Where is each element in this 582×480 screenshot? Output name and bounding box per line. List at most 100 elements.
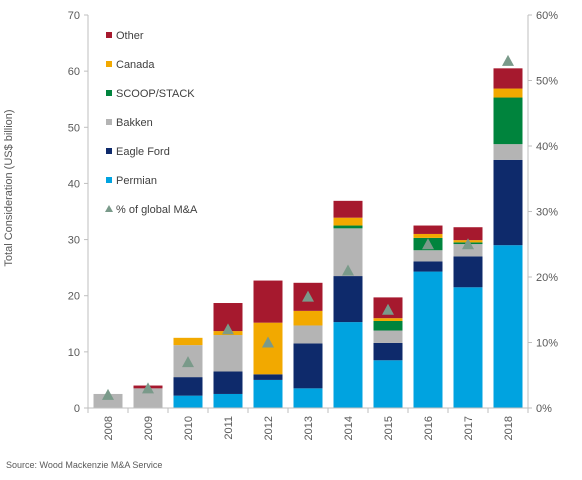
right-tick-label: 60% — [536, 10, 558, 22]
bar-segment-other — [493, 68, 523, 89]
legend-swatch — [106, 119, 112, 125]
bar-segment-eagle-ford — [373, 342, 403, 361]
marker-global-ma — [102, 388, 114, 400]
left-tick-label: 40 — [68, 178, 80, 190]
bar-segment-scoop-stack — [493, 97, 523, 145]
marker-global-ma — [222, 323, 234, 335]
bar-segment-permian — [373, 360, 403, 408]
bar-segment-eagle-ford — [493, 159, 523, 246]
legend-label: % of global M&A — [116, 204, 198, 216]
marker-global-ma — [302, 290, 314, 302]
bar-segment-bakken — [453, 244, 483, 257]
legend-item: % of global M&A — [105, 204, 198, 216]
marker-global-ma — [342, 264, 354, 276]
bar-segment-bakken — [213, 335, 243, 372]
bar-segment-eagle-ford — [293, 343, 323, 389]
bar-segment-permian — [493, 245, 523, 408]
left-tick-label: 20 — [68, 291, 80, 303]
legend-item: Canada — [106, 59, 155, 71]
bar-segment-bakken — [93, 393, 123, 408]
bar-segment-permian — [213, 393, 243, 408]
legend-label: Other — [116, 30, 144, 42]
left-tick-label: 30 — [68, 235, 80, 247]
left-tick-label: 0 — [74, 403, 80, 415]
legend-label: Permian — [116, 175, 157, 187]
legend-label: SCOOP/STACK — [116, 88, 195, 100]
x-tick-label: 2018 — [503, 416, 515, 440]
bar-segment-eagle-ford — [253, 374, 283, 380]
bar-segment-permian — [293, 388, 323, 408]
bar-segment-scoop-stack — [333, 225, 363, 229]
legend-item: Other — [106, 30, 144, 42]
marker-global-ma — [382, 303, 394, 315]
marker-global-ma — [142, 382, 154, 394]
bar-segment-other — [453, 227, 483, 241]
legend-swatch — [106, 32, 112, 38]
x-tick-label: 2013 — [303, 416, 315, 440]
x-tick-label: 2017 — [463, 416, 475, 440]
legend-item: Permian — [106, 175, 157, 187]
bar-segment-eagle-ford — [453, 256, 483, 288]
right-tick-label: 20% — [536, 272, 558, 284]
right-tick-label: 50% — [536, 76, 558, 88]
bar-segment-canada — [253, 322, 283, 375]
bar-segment-canada — [373, 318, 403, 321]
bar-segment-bakken — [133, 388, 163, 408]
x-axis: 2008 2009 2010 2011 2012 2013 2014 2015 2016 2017… — [87, 407, 529, 440]
bar-segment-bakken — [373, 330, 403, 343]
marker-global-ma — [462, 238, 474, 250]
bar-segment-eagle-ford — [333, 276, 363, 323]
legend-swatch — [106, 90, 112, 96]
legend: Other Canada SCOOP/STACK Bakken Eagle Ford Pe… — [105, 30, 198, 216]
bar-segment-canada — [333, 217, 363, 226]
bar-segment-bakken — [293, 325, 323, 344]
markers — [102, 54, 514, 400]
bar-segment-permian — [333, 322, 363, 408]
x-tick-label: 2011 — [223, 416, 235, 440]
legend-label: Bakken — [116, 117, 153, 129]
bar-segment-canada — [173, 337, 203, 346]
bar-segment-other — [253, 280, 283, 323]
x-tick-label: 2015 — [383, 416, 395, 440]
bar-segment-eagle-ford — [173, 377, 203, 396]
x-tick-label: 2016 — [423, 416, 435, 440]
marker-global-ma — [262, 336, 274, 348]
bar-segment-other — [413, 225, 443, 234]
legend-swatch — [106, 61, 112, 67]
marker-global-ma — [422, 238, 434, 250]
bar-segment-permian — [173, 395, 203, 408]
y-axis-title: Total Consideration (US$ billion) — [3, 109, 15, 266]
left-tick-label: 70 — [68, 10, 80, 22]
bar-segment-permian — [253, 379, 283, 408]
right-tick-label: 40% — [536, 141, 558, 153]
bar-segment-canada — [293, 310, 323, 326]
legend-marker-icon — [105, 205, 113, 212]
right-tick-label: 10% — [536, 338, 558, 350]
right-tick-label: 30% — [536, 207, 558, 219]
legend-swatch — [106, 177, 112, 183]
left-tick-label: 50 — [68, 122, 80, 134]
marker-global-ma — [502, 54, 514, 66]
left-tick-label: 10 — [68, 347, 80, 359]
legend-swatch — [106, 148, 112, 154]
left-axis: 0 10 20 30 40 50 60 70 — [68, 10, 89, 415]
bar-segment-scoop-stack — [373, 320, 403, 331]
bar-segment-permian — [413, 271, 443, 408]
x-tick-label: 2008 — [103, 416, 115, 440]
bars — [93, 68, 523, 408]
right-axis: 0% 10% 20% 30% 40% 50% 60% — [527, 10, 558, 415]
legend-item: Eagle Ford — [106, 146, 170, 158]
bar-segment-eagle-ford — [213, 371, 243, 394]
x-tick-label: 2014 — [343, 416, 355, 440]
bar-segment-bakken — [493, 144, 523, 160]
legend-item: Bakken — [106, 117, 153, 129]
bar-segment-canada — [493, 88, 523, 98]
legend-item: SCOOP/STACK — [106, 88, 195, 100]
bar-segment-bakken — [413, 250, 443, 262]
x-tick-label: 2009 — [143, 416, 155, 440]
left-tick-label: 60 — [68, 66, 80, 78]
bar-segment-canada — [413, 233, 443, 238]
bar-segment-other — [333, 200, 363, 218]
legend-label: Eagle Ford — [116, 146, 170, 158]
